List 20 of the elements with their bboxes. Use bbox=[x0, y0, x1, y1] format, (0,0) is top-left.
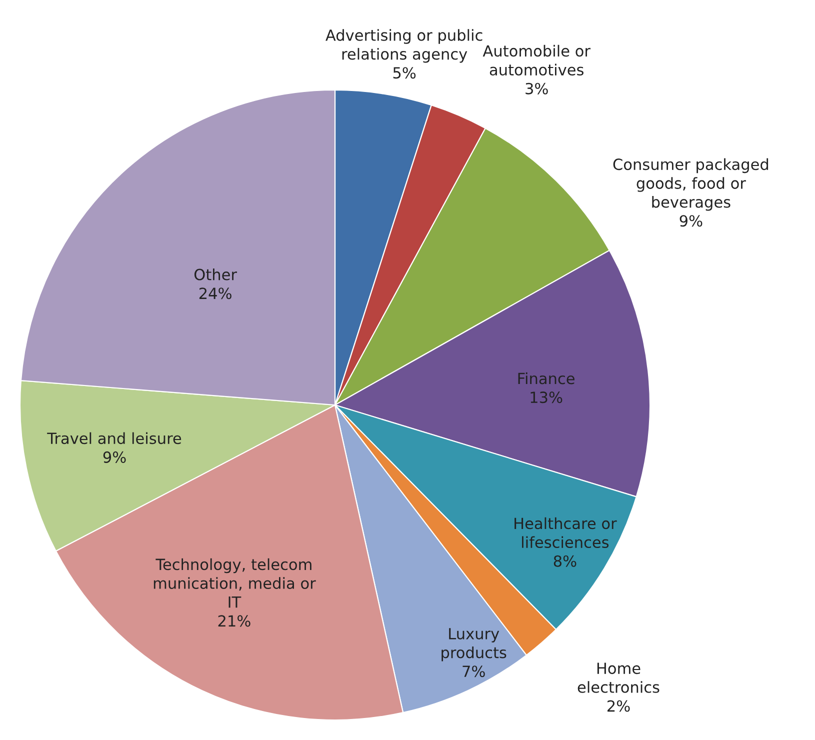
slice-label: Travel and leisure bbox=[47, 432, 182, 444]
data-label: 8% bbox=[554, 555, 576, 567]
data-label: 5% bbox=[393, 67, 416, 79]
slice-label: Healthcare or lifesciences bbox=[514, 517, 617, 548]
slice-label: Home electronics bbox=[578, 662, 660, 693]
slice-label: Technology, telecom munication, media or IT bbox=[154, 558, 316, 608]
data-label: 9% bbox=[103, 451, 126, 463]
data-label: 21% bbox=[218, 615, 250, 627]
slice-label: Consumer packaged goods, food or beverages bbox=[613, 158, 768, 211]
data-label: 2% bbox=[608, 700, 630, 712]
slice-label: Advertising or public relations agency bbox=[326, 29, 482, 63]
slice-label: Other bbox=[194, 268, 237, 280]
data-label: 13% bbox=[530, 392, 562, 404]
slice-label: Automobile or automotives bbox=[482, 44, 590, 76]
slice-label: Luxury products bbox=[442, 628, 506, 662]
data-label: 3% bbox=[526, 82, 548, 94]
data-label: 9% bbox=[680, 215, 702, 227]
data-label: 24% bbox=[199, 288, 232, 300]
slice-label: Finance bbox=[518, 372, 574, 384]
data-label: 7% bbox=[462, 666, 485, 678]
